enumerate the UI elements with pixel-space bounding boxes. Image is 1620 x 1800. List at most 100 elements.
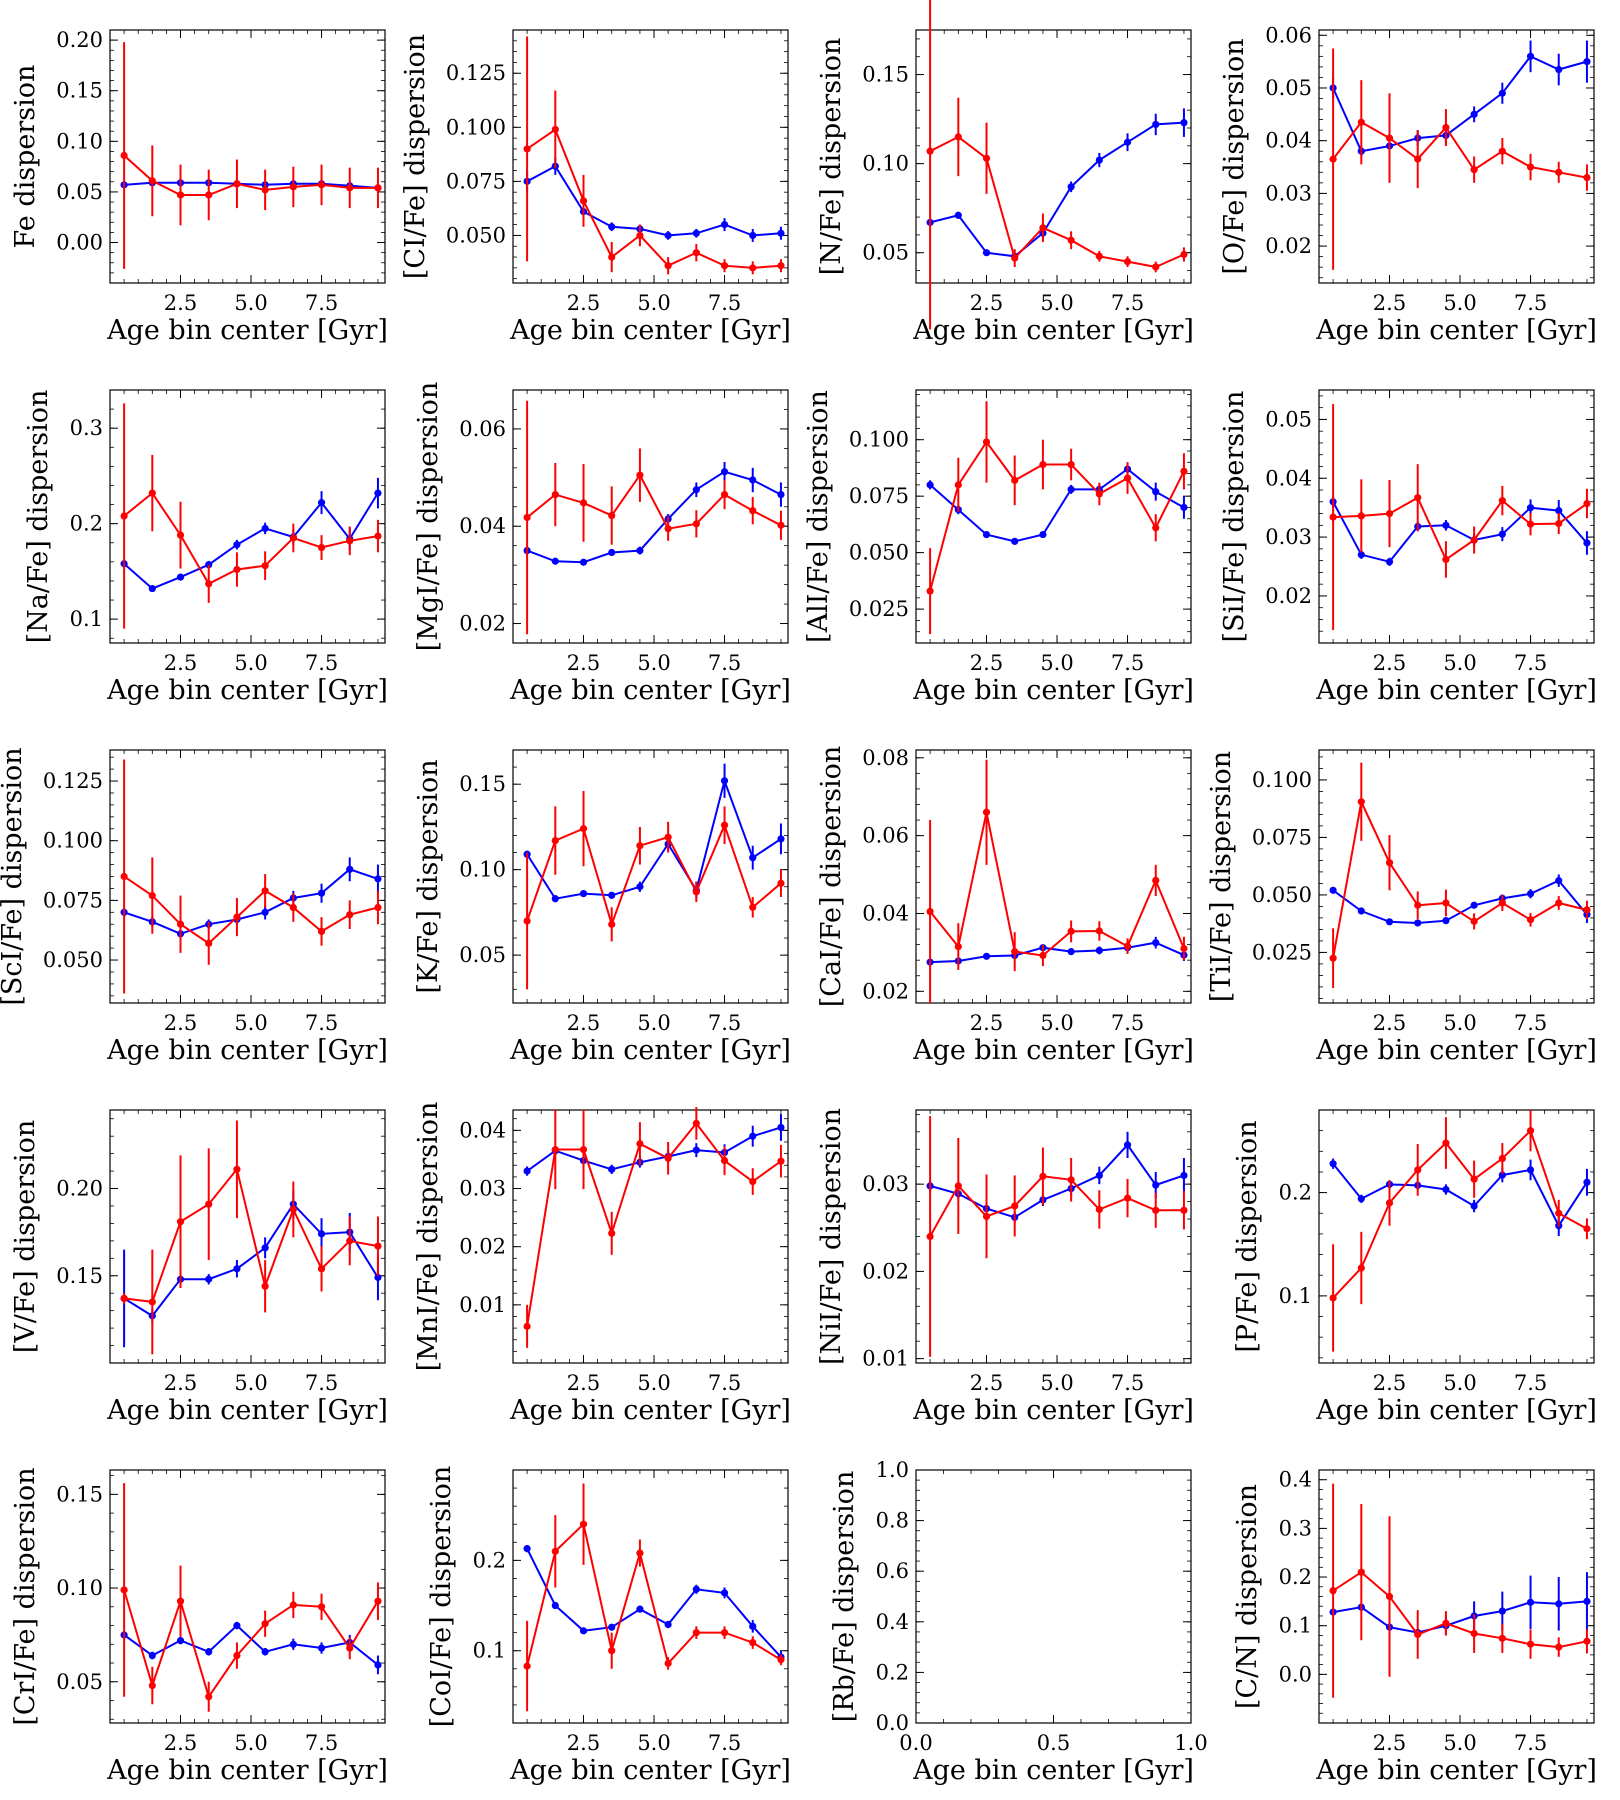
series-blue	[120, 857, 382, 939]
data-point	[1067, 948, 1075, 956]
y-tick-label: 0.15	[56, 1482, 103, 1506]
data-point	[1123, 474, 1132, 482]
panel-fe: 2.5 5.0 7.5 0.00 0.05 0.10 0.15 0.20 Age bin cen…	[10, 28, 388, 346]
x-tick-label: 5.0	[637, 651, 670, 675]
data-point	[1414, 901, 1422, 909]
data-point	[1470, 1202, 1478, 1210]
y-tick-label: 0.05	[56, 1670, 103, 1694]
series-line-red	[123, 875, 379, 945]
axes-frame	[512, 389, 789, 644]
data-point	[926, 1232, 934, 1241]
x-axis-label: Age bin center [Gyr]	[509, 315, 791, 346]
series-line-blue	[1332, 55, 1588, 153]
series-line-red	[123, 1589, 379, 1700]
data-point	[1526, 504, 1535, 512]
data-point	[289, 1205, 297, 1214]
data-point	[1555, 1209, 1563, 1217]
data-point	[261, 1244, 269, 1252]
y-tick-label: 0.02	[459, 1235, 506, 1259]
series-line-blue	[123, 492, 379, 590]
x-axis-label: Age bin center [Gyr]	[509, 1755, 791, 1786]
data-point	[636, 1140, 644, 1148]
data-point	[579, 1627, 588, 1635]
axes-frame	[915, 749, 1192, 1004]
data-point	[720, 221, 729, 229]
data-point	[1555, 507, 1563, 515]
data-point	[1442, 123, 1450, 132]
data-point	[1385, 558, 1394, 566]
data-point	[1583, 1225, 1591, 1233]
data-point	[374, 1661, 382, 1669]
data-point	[1555, 877, 1563, 885]
data-point	[926, 907, 934, 916]
series-line-red	[526, 1522, 782, 1667]
y-tick-label: 0.00	[56, 231, 103, 255]
data-point	[1385, 859, 1394, 867]
data-point	[1039, 1172, 1047, 1180]
x-tick-label: 7.5	[708, 1731, 741, 1755]
data-point	[317, 499, 326, 507]
series-line-red	[526, 1121, 782, 1327]
data-point	[608, 223, 616, 231]
panel-tii: 2.5 5.0 7.5 0.025 0.050 0.075 0.100 Age bin cen…	[1206, 749, 1597, 1066]
y-tick-label: 0.100	[43, 829, 103, 853]
data-point	[1011, 948, 1019, 956]
data-point	[346, 537, 354, 545]
x-tick-label: 2.5	[164, 651, 197, 675]
data-point	[1067, 485, 1075, 493]
data-point	[1039, 951, 1047, 960]
data-point	[926, 587, 934, 595]
x-tick-label: 2.5	[970, 291, 1003, 315]
axes-frame	[512, 1109, 789, 1364]
data-point	[777, 879, 785, 887]
x-tick-label: 5.0	[1040, 1371, 1073, 1395]
data-point	[664, 262, 672, 270]
data-point	[777, 491, 785, 499]
data-point	[1180, 250, 1188, 259]
x-axis-label: Age bin center [Gyr]	[912, 1395, 1194, 1426]
data-point	[120, 872, 128, 881]
data-point	[176, 1597, 185, 1605]
data-point	[749, 1132, 757, 1140]
x-tick-label: 2.5	[1373, 1731, 1406, 1755]
axes-frame	[1318, 29, 1595, 284]
data-point	[636, 842, 644, 850]
data-point	[777, 1656, 785, 1664]
panel-sii: 2.5 5.0 7.5 0.02 0.03 0.04 0.05 Age bin center …	[1219, 389, 1597, 706]
data-point	[176, 1636, 185, 1645]
y-tick-label: 0.04	[1265, 129, 1312, 153]
x-axis-label: Age bin center [Gyr]	[912, 1755, 1194, 1786]
x-tick-label: 5.0	[1040, 1011, 1073, 1035]
data-point	[233, 1265, 241, 1273]
y-tick-label: 0.050	[1252, 883, 1312, 907]
data-point	[982, 530, 991, 539]
data-point	[926, 481, 934, 489]
data-point	[289, 534, 297, 542]
data-point	[233, 1165, 241, 1173]
y-tick-label: 0.075	[849, 484, 909, 508]
y-tick-label: 0.03	[1265, 525, 1312, 549]
data-point	[1385, 1592, 1394, 1601]
axes-frame	[109, 1469, 386, 1724]
data-point	[1095, 1205, 1103, 1214]
series-line-blue	[1332, 1600, 1587, 1634]
series-blue	[120, 1190, 382, 1348]
axes-frame	[512, 29, 789, 284]
data-point	[1414, 155, 1422, 163]
data-point	[692, 486, 700, 494]
data-point	[148, 584, 156, 593]
data-point	[1583, 1597, 1591, 1605]
data-point	[1385, 1199, 1394, 1207]
y-axis-label: [CI/Fe] dispersion	[400, 34, 431, 279]
y-tick-label: 0.03	[1265, 181, 1312, 205]
data-point	[176, 531, 185, 539]
data-point	[749, 264, 757, 272]
data-point	[720, 1157, 729, 1165]
y-axis-label: [V/Fe] dispersion	[10, 1120, 41, 1354]
y-tick-label: 0.0	[1279, 1662, 1312, 1686]
data-point	[289, 1601, 297, 1609]
data-point	[1442, 1139, 1450, 1147]
data-point	[374, 1242, 382, 1250]
data-point	[523, 1662, 531, 1670]
x-tick-label: 2.5	[970, 651, 1003, 675]
